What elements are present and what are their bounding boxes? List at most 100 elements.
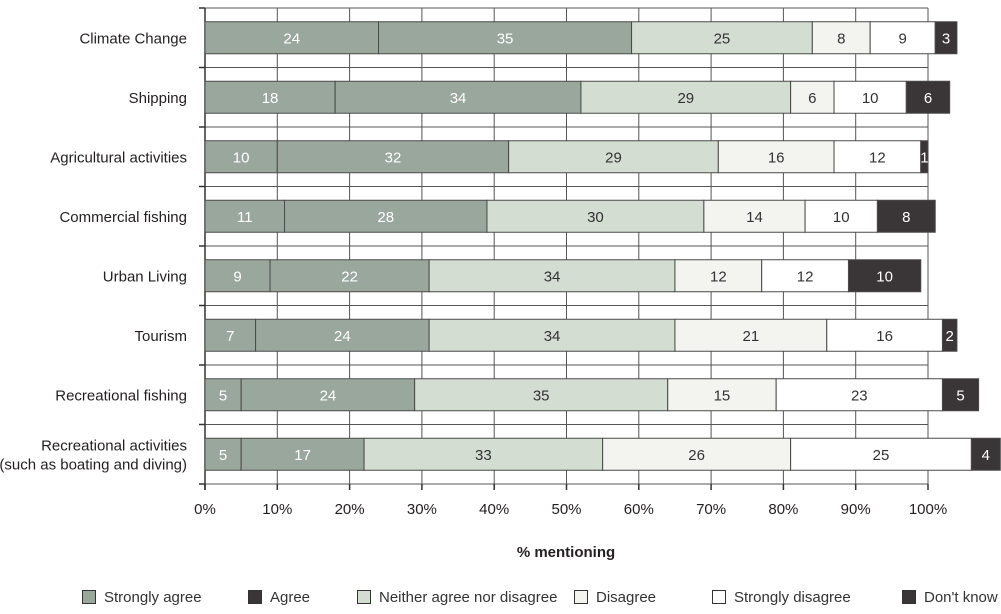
bar-value-label: 10 xyxy=(876,268,893,285)
x-tick-label: 0% xyxy=(194,501,216,518)
bar-segment xyxy=(826,318,943,352)
legend-label: Agree xyxy=(270,588,311,606)
legend-swatch xyxy=(902,590,916,604)
category-label: Shipping xyxy=(129,90,187,107)
x-tick-label: 20% xyxy=(335,501,365,518)
bar-value-label: 24 xyxy=(334,328,351,345)
bar-segment xyxy=(428,259,676,293)
bar-value-label: 34 xyxy=(544,268,561,285)
bar-value-label: 5 xyxy=(219,387,227,404)
bar-value-label: 2 xyxy=(946,328,954,345)
x-tick-label: 30% xyxy=(407,501,437,518)
bar-value-label: 33 xyxy=(475,447,492,464)
bar-segment xyxy=(847,259,922,293)
legend-item: Don't know xyxy=(902,587,998,607)
legend-label: Strongly disagree xyxy=(734,588,851,606)
legend-item: Disagree xyxy=(574,587,656,607)
bar-value-label: 29 xyxy=(677,90,694,107)
bar-value-label: 8 xyxy=(902,209,910,226)
x-tick-labels: 0% 10% 20% 30% 40% 50% 60% 70% 80% 90% 100% xyxy=(194,501,947,518)
bar-value-label: 21 xyxy=(743,328,760,345)
bar-segment xyxy=(204,437,242,471)
bar-value-label: 29 xyxy=(605,149,622,166)
bar-segment xyxy=(941,378,980,412)
bar-segment xyxy=(775,378,943,412)
legend-swatch xyxy=(248,590,262,604)
x-tick-label: 100% xyxy=(909,501,947,518)
category-label: Urban Living xyxy=(103,268,187,285)
bar-value-label: 5 xyxy=(219,447,227,464)
bar-segment xyxy=(414,378,669,412)
bar-segment xyxy=(240,437,365,471)
bar-value-label: 15 xyxy=(714,387,731,404)
bar-value-label: 35 xyxy=(497,30,514,47)
bar-segment xyxy=(204,378,242,412)
bar-segment xyxy=(204,80,336,114)
bar-segment xyxy=(580,80,792,114)
x-tick-label: 90% xyxy=(841,501,871,518)
category-label: Tourism xyxy=(134,328,187,345)
bars-layer: 24 35 25 8 9 318 34 29 6 10 610 32 29 16 12 111 28 30 14 10… xyxy=(204,21,1001,471)
category-labels: Climate Change Shipping Agricultural activ… xyxy=(0,30,187,473)
bar-segment xyxy=(269,259,430,293)
bar-value-label: 11 xyxy=(237,209,253,226)
bar-segment xyxy=(833,80,907,114)
bar-segment xyxy=(717,140,835,174)
bar-value-label: 25 xyxy=(714,30,731,47)
bar-value-label: 10 xyxy=(233,149,250,166)
legend-label: Disagree xyxy=(596,588,657,606)
x-tick-label: 50% xyxy=(551,501,581,518)
bar-value-label: 9 xyxy=(899,30,907,47)
bar-segment xyxy=(934,21,958,55)
bar-segment xyxy=(674,318,828,352)
bar-segment xyxy=(204,140,278,174)
legend-label: Strongly agree xyxy=(104,588,202,606)
legend-label: Neither agree nor disagree xyxy=(379,588,558,606)
bar-value-label: 18 xyxy=(262,90,279,107)
legend-item: Strongly agree xyxy=(82,587,202,607)
bar-segment xyxy=(876,199,936,233)
bar-segment xyxy=(970,437,1001,471)
x-tick-label: 60% xyxy=(624,501,654,518)
x-tick-label: 80% xyxy=(768,501,798,518)
bar-value-label: 32 xyxy=(385,149,402,166)
bar-value-label: 5 xyxy=(956,387,964,404)
bar-value-label: 34 xyxy=(544,328,561,345)
bar-value-label: 25 xyxy=(873,447,890,464)
category-label: Climate Change xyxy=(79,30,187,47)
bar-segment xyxy=(255,318,430,352)
bar-value-label: 6 xyxy=(924,90,932,107)
bar-value-label: 16 xyxy=(768,149,785,166)
legend-swatch xyxy=(82,590,96,604)
bar-segment xyxy=(204,259,271,293)
bar-segment xyxy=(674,259,763,293)
legend-swatch xyxy=(712,590,726,604)
bar-segment xyxy=(240,378,416,412)
bar-value-label: 12 xyxy=(710,268,727,285)
x-tick-label: 70% xyxy=(696,501,726,518)
bar-segment xyxy=(920,140,929,174)
legend-swatch xyxy=(357,590,371,604)
x-tick-label: 40% xyxy=(479,501,509,518)
bar-segment xyxy=(631,21,813,55)
bar-value-label: 23 xyxy=(851,387,868,404)
bar-value-label: 3 xyxy=(942,30,950,47)
x-tick-label: 10% xyxy=(262,501,292,518)
bar-segment xyxy=(905,80,951,114)
bar-value-label: 26 xyxy=(688,447,705,464)
bar-segment xyxy=(941,318,958,352)
bar-value-label: 24 xyxy=(283,30,300,47)
legend-item: Agree xyxy=(248,587,310,607)
bar-segment xyxy=(276,140,510,174)
category-label: Commercial fishing xyxy=(59,209,187,226)
bar-segment xyxy=(602,437,792,471)
bar-value-label: 7 xyxy=(226,328,234,345)
bar-segment xyxy=(667,378,777,412)
category-label: Agricultural activities xyxy=(50,149,187,166)
bar-value-label: 30 xyxy=(587,209,604,226)
bar-value-label: 34 xyxy=(450,90,467,107)
bar-value-label: 12 xyxy=(797,268,814,285)
legend-label: Don't know xyxy=(924,588,998,606)
